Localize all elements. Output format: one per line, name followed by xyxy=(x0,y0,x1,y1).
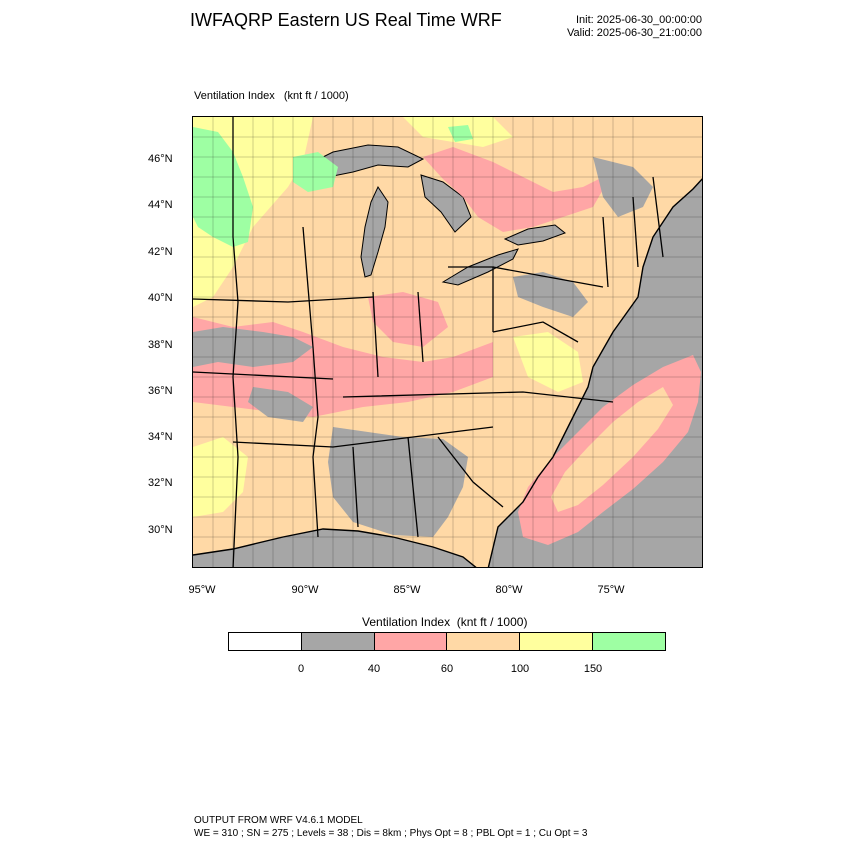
valid-time: Valid: 2025-06-30_21:00:00 xyxy=(567,27,702,39)
county-lines xyxy=(193,117,702,567)
lat-label-30n: 30°N xyxy=(148,524,173,536)
northern-gray-patch xyxy=(593,157,653,217)
mid-atlantic-gray-zone xyxy=(513,272,588,317)
lake-michigan xyxy=(360,185,389,278)
model-info-line2: WE = 310 ; SN = 275 ; Levels = 38 ; Dis … xyxy=(194,828,588,839)
colorbar-box-orange xyxy=(447,633,521,650)
lon-label-95w: 95°W xyxy=(188,584,216,596)
lat-label-44n: 44°N xyxy=(148,199,173,211)
lon-label-90w: 90°W xyxy=(291,584,319,596)
lon-label-85w: 85°W xyxy=(393,584,421,596)
colorbar-box-white xyxy=(229,633,302,650)
map-subtitle: Ventilation Index (knt ft / 1000) xyxy=(194,90,349,102)
colorbar-tick-100: 100 xyxy=(510,663,530,675)
colorbar-box-pink xyxy=(374,633,448,650)
canada-pink-zone xyxy=(423,147,613,232)
coastlines xyxy=(193,178,702,567)
ventilation-index-map xyxy=(193,117,702,567)
wisconsin-green-zone xyxy=(293,152,338,192)
lat-label-40n: 40°N xyxy=(148,292,173,304)
lat-label-32n: 32°N xyxy=(148,477,173,489)
colorbar-tick-60: 60 xyxy=(440,663,454,675)
arkansas-gray-zone xyxy=(248,387,313,422)
lat-label-42n: 42°N xyxy=(148,246,173,258)
colorbar-title: Ventilation Index (knt ft / 1000) xyxy=(362,615,528,629)
lat-label-38n: 38°N xyxy=(148,339,173,351)
colorbar-tick-40: 40 xyxy=(367,663,381,675)
state-boundaries xyxy=(193,117,664,567)
colorbar-box-yellow xyxy=(520,633,594,650)
gulf-of-mexico xyxy=(193,529,476,567)
colorbar-tick-0: 0 xyxy=(297,663,305,675)
page-title: IWFAQRP Eastern US Real Time WRF xyxy=(190,10,502,30)
lake-ontario xyxy=(503,224,567,246)
canada-green-spot xyxy=(448,125,473,142)
lon-label-75w: 75°W xyxy=(597,584,625,596)
map-panel xyxy=(192,116,703,568)
colorbar-tick-150: 150 xyxy=(583,663,603,675)
ohio-valley-pink-zone xyxy=(368,292,448,347)
lon-label-80w: 80°W xyxy=(495,584,523,596)
colorbar-box-green xyxy=(593,633,665,650)
colorbar xyxy=(228,632,666,651)
colorbar-box-gray xyxy=(301,633,375,650)
lat-label-36n: 36°N xyxy=(148,385,173,397)
lake-huron xyxy=(420,174,472,233)
model-info-line1: OUTPUT FROM WRF V4.6.1 MODEL xyxy=(194,815,363,826)
lat-label-34n: 34°N xyxy=(148,431,173,443)
offshore-orange-zone xyxy=(551,387,673,512)
init-time: Init: 2025-06-30_00:00:00 xyxy=(576,14,702,26)
lat-label-46n: 46°N xyxy=(148,153,173,165)
